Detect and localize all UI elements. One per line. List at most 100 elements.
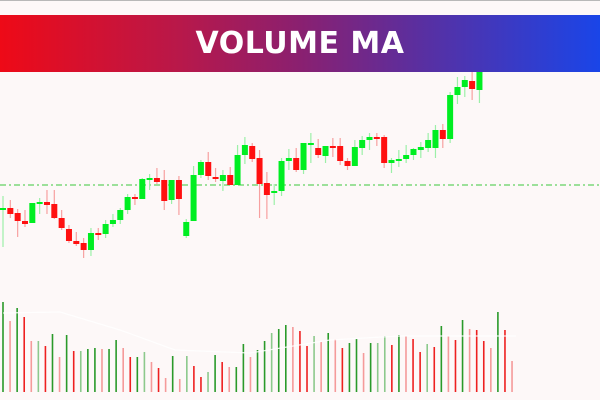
volume-bar — [461, 320, 464, 392]
candle — [410, 148, 417, 160]
price-candles — [0, 60, 483, 258]
volume-bar — [129, 357, 132, 392]
volume-bar — [16, 308, 18, 392]
candle — [454, 77, 461, 104]
volume-bar — [511, 361, 513, 392]
candle — [109, 214, 116, 227]
volume-bar — [2, 302, 4, 392]
volume-bar — [87, 349, 89, 392]
candle — [36, 198, 43, 214]
candle — [87, 228, 94, 256]
volume-bar — [186, 356, 188, 392]
candle — [7, 200, 14, 218]
candle — [21, 210, 28, 227]
volume-bar — [369, 343, 372, 392]
volume-bar — [348, 343, 351, 392]
volume-bar — [468, 329, 471, 392]
volume-bar — [447, 336, 450, 392]
volume-bar — [412, 339, 414, 392]
candle — [285, 149, 292, 170]
volume-bar — [334, 339, 337, 392]
candle — [161, 170, 168, 210]
volume-bar — [9, 321, 11, 392]
candle — [175, 176, 182, 215]
candle — [146, 174, 153, 190]
top-border — [0, 0, 600, 1]
volume-bar — [405, 336, 407, 392]
volume-bar — [299, 331, 301, 392]
volume-bar — [426, 344, 428, 392]
volume-bar — [362, 353, 365, 392]
candle — [271, 184, 278, 205]
candle — [234, 145, 241, 185]
candle — [461, 76, 468, 97]
candle — [381, 135, 388, 168]
volume-bar — [313, 336, 315, 392]
candle — [366, 133, 373, 150]
volume-bar — [504, 330, 506, 392]
volume-bar — [306, 346, 308, 392]
volume-bar — [490, 348, 492, 392]
candle — [439, 124, 446, 148]
volume-bar — [23, 317, 26, 392]
volume-bar — [475, 330, 478, 392]
candle — [359, 136, 366, 155]
candle — [315, 139, 322, 158]
volume-bar — [108, 349, 110, 392]
volume-bar — [327, 333, 330, 392]
volume-bar — [355, 339, 358, 392]
volume-bar — [440, 326, 443, 392]
volume-ma-line — [2, 311, 516, 354]
candle — [51, 190, 58, 219]
volume-bar — [292, 327, 294, 392]
volume-bar — [94, 348, 96, 392]
candle — [249, 143, 256, 162]
volume-bar — [51, 334, 54, 392]
volume-bar — [101, 349, 103, 392]
volume-bar — [79, 351, 82, 392]
volume-bar — [65, 335, 68, 392]
volume-bar — [72, 351, 75, 392]
volume-bar — [263, 341, 266, 392]
candle — [469, 72, 476, 100]
volume-bar — [391, 345, 393, 392]
candle — [307, 133, 314, 163]
candle — [168, 180, 175, 204]
volume-bar — [376, 343, 379, 392]
candle — [205, 152, 212, 180]
candle — [425, 133, 432, 152]
volume-bar — [454, 340, 457, 392]
volume-bar — [221, 362, 223, 392]
volume-bar — [383, 336, 386, 392]
candle — [432, 125, 439, 158]
volume-bar — [200, 377, 202, 392]
candle — [29, 203, 36, 223]
candle — [344, 158, 351, 170]
candle — [14, 209, 21, 237]
volume-bar — [136, 357, 139, 392]
candle — [322, 146, 329, 163]
candle — [447, 92, 454, 143]
volume-bar — [122, 348, 124, 392]
candle — [373, 133, 380, 146]
volume-bar — [398, 335, 400, 392]
candle — [417, 142, 424, 158]
candle — [58, 210, 65, 230]
volume-bar — [249, 357, 252, 392]
volume-bar — [256, 350, 259, 392]
volume-bar — [320, 342, 322, 392]
volume-bar — [228, 367, 231, 392]
volume-bar — [341, 348, 344, 392]
candle — [212, 168, 219, 182]
candle — [124, 194, 131, 214]
candle — [65, 225, 72, 243]
volume-bar — [143, 352, 146, 392]
volume-bar — [433, 347, 436, 392]
candle — [73, 232, 80, 246]
volume-bar — [37, 341, 40, 392]
volume-bar — [242, 344, 245, 392]
candle — [131, 194, 138, 205]
candle — [388, 158, 395, 173]
candle — [337, 138, 344, 165]
candle — [95, 228, 102, 240]
